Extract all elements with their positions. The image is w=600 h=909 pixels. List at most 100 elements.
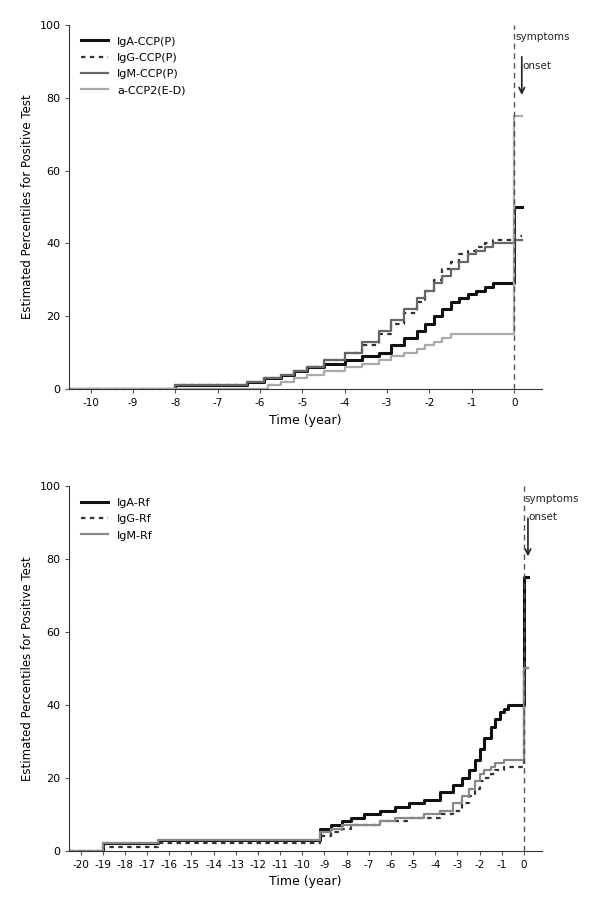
- IgM-Rf: [514, 754, 521, 765]
- IgM-CCP(P): [472, 245, 479, 256]
- IgM-Rf: [500, 758, 508, 769]
- a-CCP2(E-D): [464, 329, 471, 340]
- IgM-CCP(P): [278, 373, 285, 384]
- IgA-CCP(P): [260, 376, 268, 387]
- IgA-CCP(P): [303, 362, 310, 373]
- IgA-Rf: [472, 765, 479, 776]
- IgG-CCP(P): [260, 373, 268, 384]
- IgM-CCP(P): [66, 384, 73, 395]
- IgA-Rf: [520, 572, 527, 583]
- Line: IgA-Rf: IgA-Rf: [70, 577, 528, 851]
- IgA-CCP(P): [430, 311, 437, 322]
- IgM-Rf: [476, 776, 483, 787]
- IgG-CCP(P): [341, 347, 349, 358]
- IgG-CCP(P): [290, 369, 298, 380]
- IgG-CCP(P): [439, 264, 446, 275]
- IgM-Rf: [421, 809, 428, 820]
- IgM-Rf: [481, 769, 488, 780]
- a-CCP2(E-D): [413, 344, 421, 355]
- IgM-Rf: [316, 827, 323, 838]
- IgM-Rf: [405, 813, 412, 824]
- IgG-CCP(P): [472, 242, 479, 253]
- IgG-CCP(P): [400, 318, 407, 329]
- IgA-CCP(P): [430, 318, 437, 329]
- IgA-CCP(P): [320, 362, 327, 373]
- IgA-CCP(P): [511, 278, 518, 289]
- IgA-CCP(P): [455, 293, 463, 304]
- a-CCP2(E-D): [472, 329, 479, 340]
- IgM-Rf: [155, 838, 162, 849]
- IgM-CCP(P): [290, 369, 298, 380]
- a-CCP2(E-D): [430, 336, 437, 347]
- IgM-Rf: [392, 816, 399, 827]
- IgG-CCP(P): [490, 235, 497, 245]
- IgM-Rf: [481, 765, 488, 776]
- IgM-Rf: [496, 758, 503, 769]
- IgG-CCP(P): [358, 347, 365, 358]
- a-CCP2(E-D): [511, 329, 518, 340]
- IgG-CCP(P): [464, 249, 471, 260]
- IgM-Rf: [520, 663, 527, 674]
- a-CCP2(E-D): [341, 362, 349, 373]
- IgG-Rf: [66, 845, 73, 856]
- IgA-CCP(P): [498, 278, 505, 289]
- Line: IgG-CCP(P): IgG-CCP(P): [70, 236, 522, 389]
- IgG-CCP(P): [320, 362, 327, 373]
- Line: a-CCP2(E-D): a-CCP2(E-D): [70, 116, 522, 389]
- a-CCP2(E-D): [303, 373, 310, 384]
- a-CCP2(E-D): [303, 369, 310, 380]
- IgA-CCP(P): [511, 202, 518, 213]
- IgG-CCP(P): [388, 329, 395, 340]
- IgM-CCP(P): [481, 242, 488, 253]
- IgA-CCP(P): [400, 340, 407, 351]
- IgM-Rf: [500, 754, 508, 765]
- IgM-CCP(P): [455, 256, 463, 267]
- a-CCP2(E-D): [290, 376, 298, 387]
- IgM-Rf: [66, 845, 73, 856]
- IgG-CCP(P): [303, 362, 310, 373]
- IgA-CCP(P): [439, 311, 446, 322]
- IgG-CCP(P): [472, 245, 479, 256]
- a-CCP2(E-D): [358, 358, 365, 369]
- IgG-Rf: [520, 663, 527, 674]
- IgG-CCP(P): [303, 365, 310, 376]
- IgM-CCP(P): [481, 245, 488, 256]
- Text: symptoms: symptoms: [515, 32, 569, 42]
- IgM-Rf: [487, 762, 494, 773]
- IgA-Rf: [405, 798, 412, 809]
- IgA-CCP(P): [244, 376, 251, 387]
- IgM-CCP(P): [244, 380, 251, 391]
- IgM-Rf: [155, 834, 162, 845]
- a-CCP2(E-D): [290, 373, 298, 384]
- IgG-CCP(P): [518, 231, 526, 242]
- a-CCP2(E-D): [400, 351, 407, 362]
- IgG-Rf: [472, 784, 479, 794]
- IgG-CCP(P): [498, 235, 505, 245]
- a-CCP2(E-D): [498, 329, 505, 340]
- IgA-CCP(P): [464, 289, 471, 300]
- a-CCP2(E-D): [511, 111, 518, 122]
- a-CCP2(E-D): [341, 365, 349, 376]
- IgG-CCP(P): [430, 285, 437, 296]
- IgG-CCP(P): [481, 242, 488, 253]
- IgG-CCP(P): [447, 256, 454, 267]
- IgM-Rf: [472, 776, 479, 787]
- IgG-CCP(P): [260, 376, 268, 387]
- IgM-CCP(P): [244, 376, 251, 387]
- IgM-CCP(P): [464, 256, 471, 267]
- IgA-CCP(P): [447, 304, 454, 315]
- a-CCP2(E-D): [439, 333, 446, 344]
- IgG-CCP(P): [490, 238, 497, 249]
- IgM-Rf: [514, 754, 521, 765]
- IgG-CCP(P): [413, 296, 421, 307]
- IgM-CCP(P): [260, 373, 268, 384]
- a-CCP2(E-D): [358, 362, 365, 373]
- IgM-CCP(P): [290, 365, 298, 376]
- IgG-CCP(P): [278, 373, 285, 384]
- IgM-CCP(P): [422, 285, 429, 296]
- Y-axis label: Estimated Percentiles for Positive Test: Estimated Percentiles for Positive Test: [21, 556, 34, 781]
- IgA-CCP(P): [498, 278, 505, 289]
- a-CCP2(E-D): [320, 365, 327, 376]
- IgA-CCP(P): [375, 351, 382, 362]
- IgM-CCP(P): [341, 355, 349, 365]
